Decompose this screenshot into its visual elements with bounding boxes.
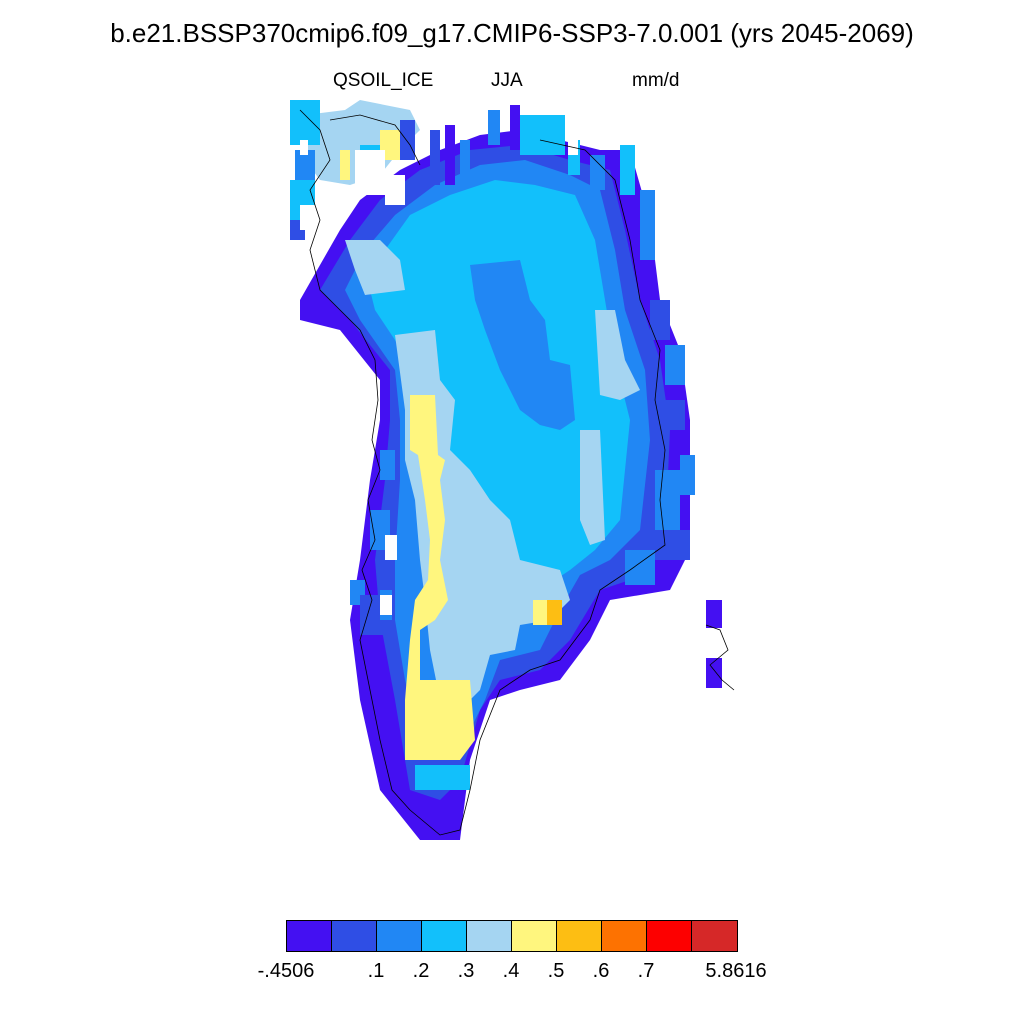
map-cell	[290, 100, 320, 145]
map-gap	[385, 175, 405, 205]
map-cell	[650, 300, 670, 340]
map-cell	[510, 105, 520, 150]
map-cell	[533, 600, 547, 625]
colorbar-swatch	[467, 921, 512, 951]
map-cell	[430, 130, 440, 185]
map-region	[595, 310, 640, 400]
greenland-map	[290, 100, 735, 840]
map-cell	[680, 455, 695, 495]
map-cell	[547, 600, 562, 625]
coastline	[299, 109, 735, 836]
colorbar-tick-label: .6	[592, 960, 610, 982]
map-gap	[568, 135, 578, 155]
coastline-path	[705, 624, 735, 691]
colorbar-tick-label: .1	[367, 960, 385, 982]
map-region	[370, 180, 630, 590]
map-region	[345, 240, 405, 295]
map-cell	[460, 140, 470, 180]
map-gap	[355, 150, 385, 190]
colorbar-swatch	[287, 921, 332, 951]
colorbar-swatch	[422, 921, 467, 951]
map-gap	[380, 595, 392, 615]
map-cell	[640, 190, 655, 260]
map-cell	[660, 400, 685, 430]
map-region	[470, 260, 575, 430]
map-cell	[400, 120, 415, 160]
map-region	[415, 765, 470, 790]
map-cell	[340, 150, 350, 180]
colorbar-tick-label: -.4506	[257, 960, 315, 982]
colorbar-swatch	[647, 921, 692, 951]
colorbar-tick-label: .4	[502, 960, 520, 982]
colorbar-tick-label: .3	[457, 960, 475, 982]
colorbar-tick-label: .7	[637, 960, 655, 982]
map-gap	[300, 205, 315, 230]
map-region	[305, 100, 420, 185]
coastline-path	[329, 114, 421, 166]
map-region	[580, 430, 605, 545]
colorbar-swatch	[377, 921, 422, 951]
map-cell	[295, 150, 315, 180]
map-cell	[665, 345, 685, 385]
map-cells	[290, 100, 722, 840]
map-cell	[620, 145, 635, 195]
map-cell	[520, 115, 565, 155]
colorbar-swatch	[692, 921, 737, 951]
colorbar-swatch	[557, 921, 602, 951]
map-cell	[706, 600, 722, 628]
season-label: JJA	[491, 70, 523, 91]
colorbar-swatch	[332, 921, 377, 951]
colorbar-tick-label: .2	[412, 960, 430, 982]
variable-label: QSOIL_ICE	[333, 70, 434, 91]
colorbar	[286, 920, 738, 952]
map-cell	[445, 125, 455, 185]
coastline-path	[299, 109, 666, 836]
colorbar-swatch	[602, 921, 647, 951]
map-gap	[300, 140, 308, 155]
colorbar-tick-label: .5	[547, 960, 565, 982]
units-label: mm/d	[632, 70, 680, 91]
map-cell	[488, 110, 500, 145]
map-cell	[706, 658, 722, 688]
map-cell	[590, 155, 605, 190]
map-cell	[655, 470, 680, 530]
map-region	[405, 395, 475, 760]
colorbar-swatch	[512, 921, 557, 951]
map-gap	[385, 535, 397, 560]
colorbar-tick-label: 5.8616	[705, 960, 767, 982]
plot-title: b.e21.BSSP370cmip6.f09_g17.CMIP6-SSP3-7.…	[110, 18, 914, 48]
map-cell	[380, 450, 395, 480]
